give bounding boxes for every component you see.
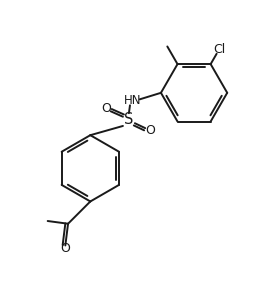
Text: O: O [145, 124, 155, 137]
Text: S: S [124, 113, 133, 128]
Text: O: O [60, 242, 70, 255]
Text: Cl: Cl [213, 43, 225, 56]
Text: HN: HN [123, 94, 141, 107]
Text: O: O [101, 102, 111, 115]
